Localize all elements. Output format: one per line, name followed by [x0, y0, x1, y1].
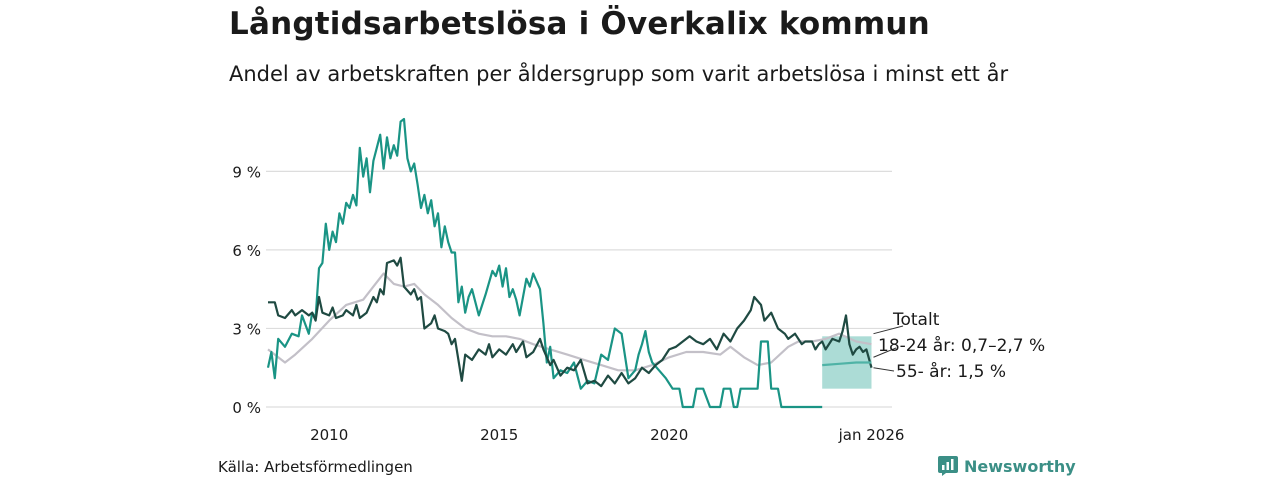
- gridlines: [266, 170, 892, 408]
- series-line-old: [822, 361, 872, 367]
- leader-line-total: [873, 325, 904, 335]
- series-labels: Totalt 18-24 år: 0,7–2,7 % 55- år: 1,5 %: [873, 310, 1045, 382]
- x-tick-label: 2020: [650, 426, 688, 444]
- x-axis-ticks: 2010 2015 2020 jan 2026: [310, 426, 904, 444]
- chart-title: Långtidsarbetslösa i Överkalix kommun: [229, 6, 930, 42]
- leader-line-55: [873, 367, 895, 372]
- y-tick-label: 9 %: [232, 163, 261, 181]
- brand-name: Newsworthy: [964, 456, 1076, 476]
- newsworthy-logo[interactable]: Newsworthy: [938, 456, 1076, 476]
- label-total: Totalt: [892, 310, 940, 330]
- y-axis-ticks: 0 % 3 % 6 % 9 %: [232, 163, 261, 417]
- x-tick-label: jan 2026: [838, 426, 905, 444]
- y-tick-label: 0 %: [232, 399, 261, 417]
- series-lines: [266, 117, 873, 409]
- source-note: Källa: Arbetsförmedlingen: [218, 458, 413, 476]
- y-tick-label: 6 %: [232, 242, 261, 260]
- series-line-compare: [267, 272, 872, 372]
- label-18-24: 18-24 år: 0,7–2,7 %: [878, 335, 1045, 356]
- chart-subtitle: Andel av arbetskraften per åldersgrupp s…: [229, 62, 1009, 86]
- series-line-young: [266, 117, 823, 409]
- x-tick-label: 2015: [480, 426, 518, 444]
- bar-chart-icon: [938, 456, 958, 476]
- leader-line-18-24: [873, 347, 897, 358]
- x-tick-label: 2010: [310, 426, 348, 444]
- y-tick-label: 3 %: [232, 320, 261, 338]
- series-line-total: [268, 256, 873, 388]
- label-55: 55- år: 1,5 %: [896, 361, 1006, 382]
